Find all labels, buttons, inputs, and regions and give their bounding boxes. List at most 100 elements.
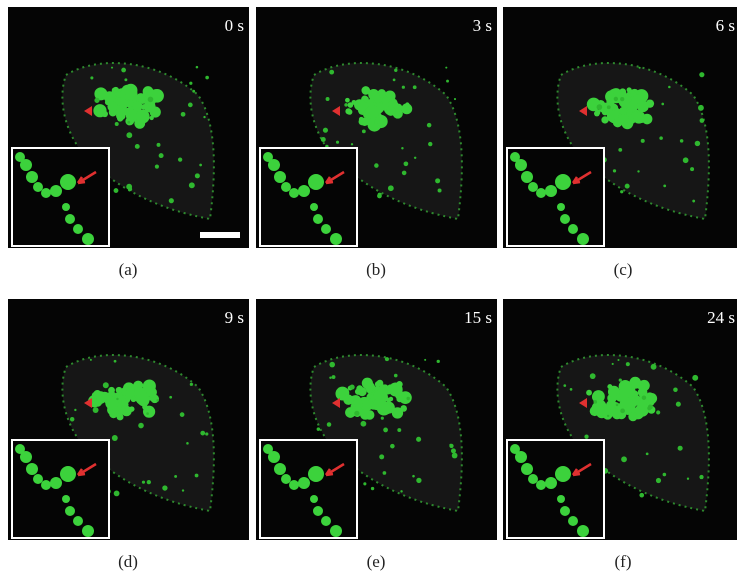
green-spot xyxy=(374,163,379,168)
green-spot xyxy=(618,148,622,152)
green-spot xyxy=(149,116,153,120)
inset-blob xyxy=(41,188,51,198)
green-spot xyxy=(205,432,208,435)
green-spot xyxy=(379,454,384,459)
green-spot xyxy=(361,86,370,95)
green-spot xyxy=(147,480,151,484)
green-spot xyxy=(590,373,596,379)
green-spot xyxy=(329,70,334,75)
green-spot xyxy=(327,422,332,427)
green-spot xyxy=(121,396,126,401)
green-spot xyxy=(121,68,126,73)
green-spot xyxy=(344,103,348,107)
inset-blob xyxy=(274,171,286,183)
green-spot xyxy=(393,78,396,81)
panel-label: (d) xyxy=(118,552,138,571)
green-spot xyxy=(449,444,453,448)
green-spot xyxy=(388,185,394,191)
microscopy-panel xyxy=(256,299,497,540)
green-spot xyxy=(404,161,409,166)
green-spot xyxy=(192,90,195,93)
panel-label: (e) xyxy=(367,552,386,571)
green-spot xyxy=(323,128,328,133)
green-spot xyxy=(116,398,118,400)
green-spot xyxy=(570,388,573,391)
green-spot xyxy=(676,402,681,407)
green-spot xyxy=(142,481,145,484)
green-spot xyxy=(406,397,409,400)
green-spot xyxy=(699,72,704,77)
inset-blob xyxy=(577,233,589,245)
green-spot xyxy=(375,381,381,387)
green-spot xyxy=(563,384,566,387)
green-spot xyxy=(362,130,366,134)
green-spot xyxy=(326,97,330,101)
green-spot xyxy=(646,392,654,400)
inset-blob xyxy=(82,525,94,537)
microscopy-panel xyxy=(8,7,249,248)
green-spot xyxy=(386,107,395,116)
inset-blob xyxy=(560,506,570,516)
green-spot xyxy=(196,66,199,69)
green-spot xyxy=(119,99,128,108)
green-spot xyxy=(182,489,184,491)
green-spot xyxy=(126,132,132,138)
green-spot xyxy=(656,478,661,483)
green-spot xyxy=(200,431,205,436)
green-spot xyxy=(593,400,597,404)
inset-blob xyxy=(536,188,546,198)
inset-blob xyxy=(62,495,70,503)
green-spot xyxy=(690,167,694,171)
green-spot xyxy=(124,84,137,97)
green-spot xyxy=(188,103,193,108)
green-spot xyxy=(606,97,614,105)
green-spot xyxy=(381,417,384,420)
green-spot xyxy=(628,101,638,111)
green-spot xyxy=(641,139,645,143)
inset-blob xyxy=(555,174,571,190)
inset-blob xyxy=(298,185,310,197)
green-spot xyxy=(646,452,649,455)
green-spot xyxy=(128,187,132,191)
green-spot xyxy=(683,157,689,163)
green-spot xyxy=(687,478,689,480)
green-spot xyxy=(174,475,177,478)
green-spot xyxy=(378,193,382,197)
green-spot xyxy=(438,188,442,192)
green-spot xyxy=(586,390,592,396)
inset-blob xyxy=(20,451,32,463)
inset-blob xyxy=(321,224,331,234)
inset-blob xyxy=(274,463,286,475)
green-spot xyxy=(673,387,678,392)
green-spot xyxy=(146,412,149,415)
green-spot xyxy=(126,108,130,112)
green-spot xyxy=(386,398,391,403)
green-spot xyxy=(699,475,703,479)
green-spot xyxy=(205,76,209,80)
green-spot xyxy=(371,487,374,490)
microscopy-panel xyxy=(256,7,497,248)
green-spot xyxy=(157,143,161,147)
panel-label: (b) xyxy=(366,260,386,279)
inset-blob xyxy=(557,203,565,211)
green-spot xyxy=(350,384,355,389)
green-spot xyxy=(361,421,367,427)
green-spot xyxy=(390,444,395,449)
inset-blob xyxy=(82,233,94,245)
green-spot xyxy=(428,142,432,146)
inset-blob xyxy=(308,466,324,482)
green-spot xyxy=(129,406,134,411)
green-spot xyxy=(180,412,185,417)
green-spot xyxy=(112,87,117,92)
green-spot xyxy=(692,375,698,381)
green-spot xyxy=(435,178,440,183)
inset-blob xyxy=(557,495,565,503)
green-spot xyxy=(143,406,155,418)
green-spot xyxy=(416,478,421,483)
inset-blob xyxy=(50,185,62,197)
green-spot xyxy=(427,123,432,128)
green-spot xyxy=(358,387,367,396)
green-spot xyxy=(597,104,603,110)
panel-label: (a) xyxy=(119,260,138,279)
green-spot xyxy=(646,99,654,107)
